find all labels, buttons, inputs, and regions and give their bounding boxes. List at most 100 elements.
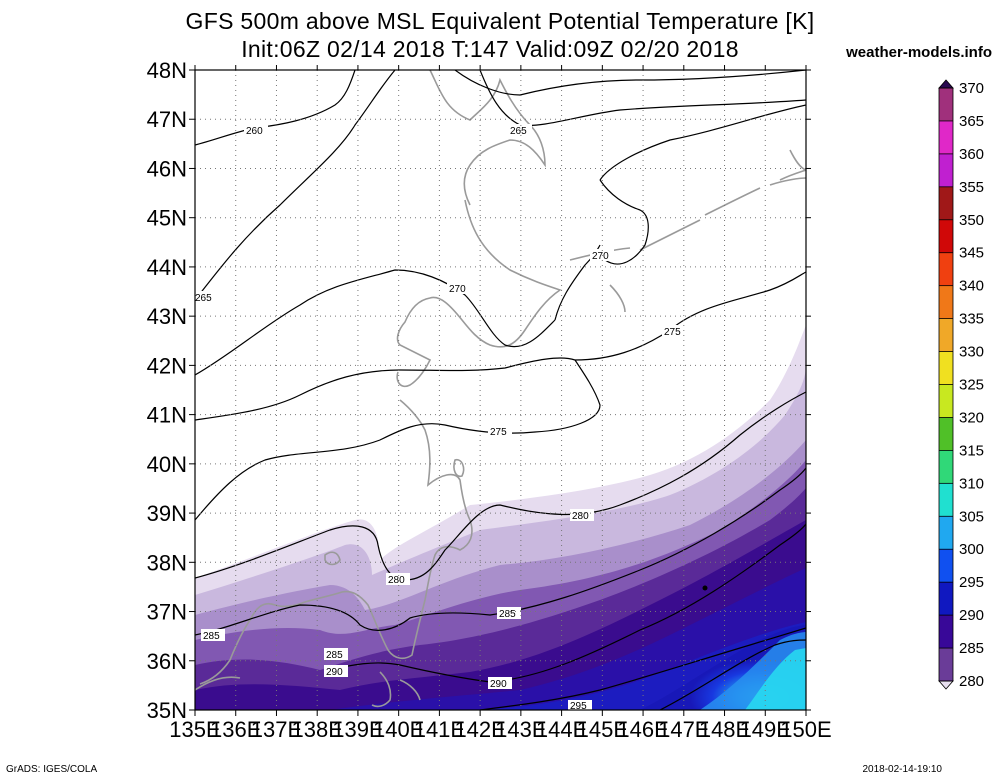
lon-axis: 135E136E137E138E139E140E141E142E143E144E… [169,717,831,742]
colorbar-swatch [939,186,953,221]
software-credit: GrADS: IGES/COLA [6,764,98,775]
colorbar-swatch [939,351,953,385]
lat-tick-label: 39N [147,501,187,526]
colorbar-swatch [939,648,953,682]
contour-275-b [195,359,601,521]
contour-260-b [454,70,806,96]
coast-kamchatka [769,149,806,186]
colorbar-swatch [939,153,953,188]
contour-label: 260 [246,126,263,137]
lon-tick-label: 136E [210,717,261,742]
colorbar [938,79,954,690]
contour-label: 290 [490,679,507,690]
contour-label: 295 [570,701,587,712]
lon-tick-label: 139E [332,717,383,742]
colorbar-tick-label: 310 [959,475,984,492]
lon-tick-label: 137E [251,717,302,742]
lon-tick-label: 145E [577,717,628,742]
colorbar-swatch [939,615,953,649]
colorbar-swatch [939,120,953,155]
lat-tick-label: 36N [147,649,187,674]
contour-270-b [554,104,806,321]
colorbar-swatch [939,516,953,550]
contour-label: 275 [664,327,681,338]
axis-ticks [189,65,811,716]
lon-tick-label: 141E [414,717,465,742]
colorbar-tick-label: 370 [959,80,984,97]
lat-tick-label: 46N [147,156,187,181]
lat-tick-label: 48N [147,58,187,83]
lon-tick-label: 135E [169,717,220,742]
map-frame [194,69,807,711]
colorbar-tick-label: 360 [959,146,984,163]
lat-tick-label: 40N [147,452,187,477]
contour-label: 290 [326,667,343,678]
contour-label: 275 [490,427,507,438]
lon-tick-label: 148E [699,717,750,742]
lon-tick-label: 149E [740,717,791,742]
colorbar-tick-label: 285 [959,640,984,657]
lat-tick-label: 35N [147,698,187,723]
site-name: weather-models.info [846,44,992,61]
lat-tick-label: 47N [147,107,187,132]
colorbar-tick-label: 295 [959,574,984,591]
colorbar-swatch [939,88,953,122]
contour-label: 270 [592,251,609,262]
colorbar-tick-label: 315 [959,442,984,459]
render-timestamp: 2018-02-14-19:10 [862,764,942,775]
colorbar-swatch [939,219,953,254]
colorbar-labels: 370 365 360 355 350 345 340 335 330 325 320 315 310 3… [959,80,984,690]
contour-265-a [195,70,396,301]
low-center-marker [702,585,708,591]
map-title: GFS 500m above MSL Equivalent Potential … [185,8,815,34]
colorbar-swatch [939,582,953,616]
lat-tick-label: 37N [147,600,187,625]
coast-kyushu-fragments [195,671,421,708]
contour-label: 285 [499,609,516,620]
colorbar-tick-label: 335 [959,311,984,328]
colorbar-tick-label: 305 [959,508,984,525]
contour-275-c [574,271,806,361]
contour-label-group: 260 265 265 270 270 275 275 280 280 285 … [195,124,686,712]
contour-285 [195,467,806,636]
colorbar-tick-label: 345 [959,245,984,262]
lat-tick-label: 42N [147,353,187,378]
colorbar-swatch [939,417,953,451]
colorbar-swatch [939,252,953,287]
coastlines [195,70,806,708]
contour-295 [479,627,806,710]
colorbar-tick-label: 340 [959,278,984,295]
contour-label: 285 [203,631,220,642]
colorbar-tick-label: 300 [959,541,984,558]
shade-305 [745,648,806,710]
coast-hokkaido [396,199,562,388]
colorbar-max-arrow [938,79,954,89]
contour-lines [195,70,806,710]
lon-tick-label: 144E [536,717,587,742]
colorbar-tick-label: 280 [959,673,984,690]
contour-label: 270 [449,284,466,295]
contour-300 [659,639,806,710]
contour-275-a [195,357,576,421]
colorbar-swatch [939,450,953,484]
contour-280 [195,391,806,581]
colorbar-swatch [939,549,953,583]
colorbar-swatch [939,285,953,320]
contour-label: 280 [388,575,405,586]
colorbar-tick-label: 290 [959,607,984,624]
lon-tick-label: 140E [373,717,424,742]
colorbar-tick-label: 355 [959,179,984,196]
coast-honshu [199,399,473,685]
contour-270-a [195,269,556,376]
grid [195,70,806,710]
coast-kurils [569,169,806,313]
colorbar-swatch [939,384,953,418]
contour-270-c [599,179,649,265]
coast-sado [324,551,341,566]
colorbar-tick-label: 365 [959,113,984,130]
colorbar-swatch [939,483,953,517]
lon-tick-label: 138E [292,717,343,742]
lat-tick-label: 41N [147,403,187,428]
lon-tick-label: 147E [658,717,709,742]
